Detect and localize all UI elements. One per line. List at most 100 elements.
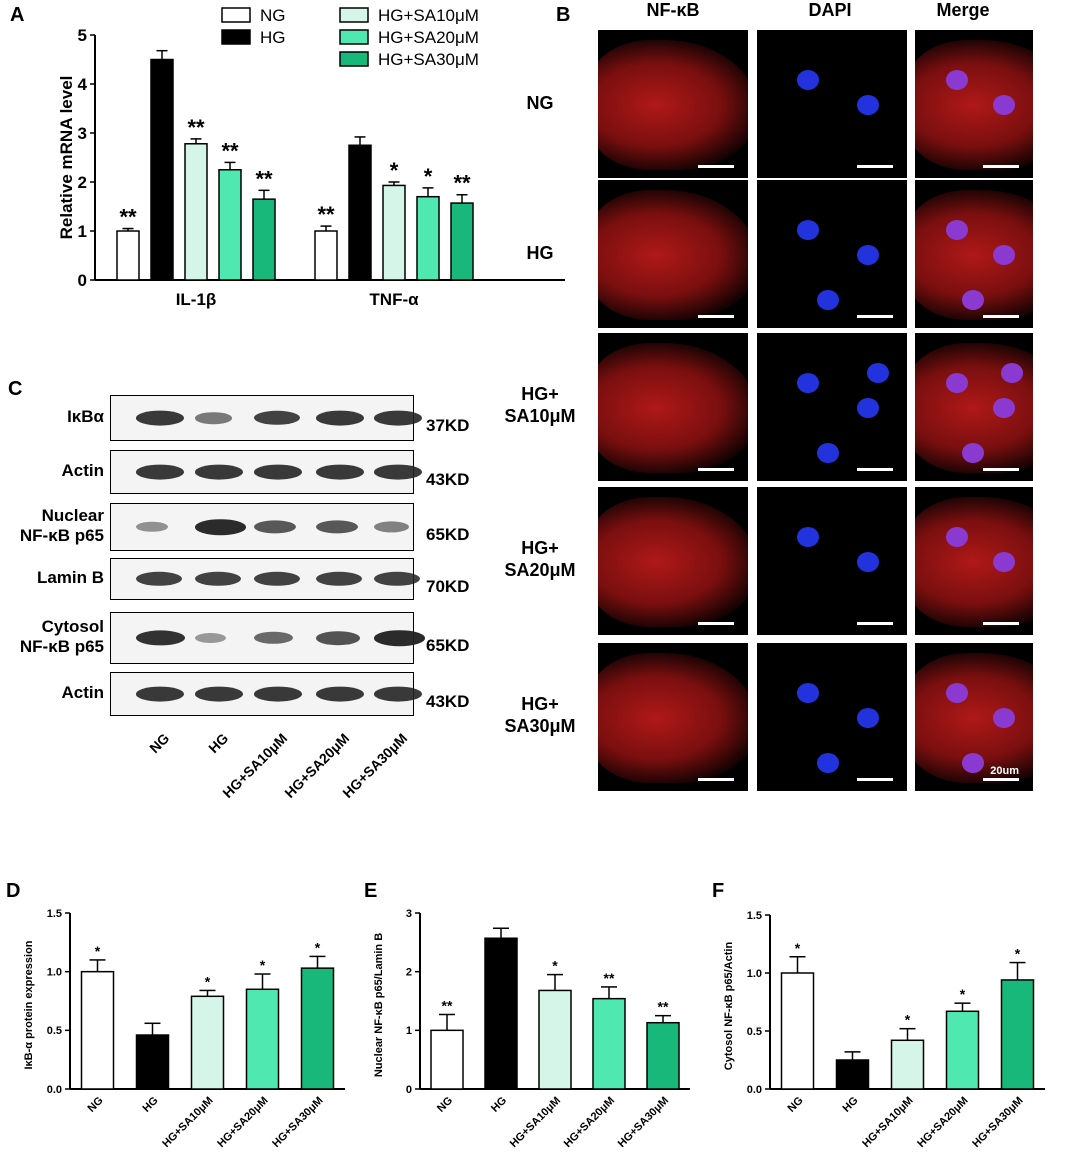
panel-letter-f: F: [712, 880, 725, 902]
bar-A-1-4: [450, 202, 474, 281]
blot-band: [316, 410, 364, 426]
micrograph-tile-2-0: [598, 333, 748, 481]
nucleus: [946, 683, 969, 703]
legend-swatch-A-1: [221, 29, 251, 45]
bar-A-0-0: [116, 230, 140, 281]
legend-swatch-A-4: [339, 51, 369, 67]
legend-label-A-1: HG: [260, 28, 286, 47]
nucleus: [797, 683, 819, 703]
panel-letter-d: D: [6, 880, 21, 902]
nucleus: [797, 373, 819, 393]
blot-band: [195, 412, 232, 424]
bar-D-4: [300, 967, 335, 1090]
micrograph-tile-2-2: [915, 333, 1033, 481]
blot-band: [374, 464, 422, 480]
x-category-label-F: HG+SA20μM: [915, 1095, 970, 1150]
sig-mark-D-4: *: [315, 939, 321, 955]
nucleus: [797, 70, 819, 90]
nucleus: [817, 753, 839, 773]
bar-A-1-0: [314, 230, 338, 281]
blot-row-label-4: Cytosol NF-κB p65: [19, 617, 104, 656]
blot-band: [195, 633, 226, 643]
x-category-label-E: HG+SA30μM: [616, 1095, 671, 1150]
blot-row-label-5: Actin: [61, 683, 105, 702]
y-tick-label-A: 0: [78, 271, 87, 290]
blot-row-label-3: Lamin B: [36, 568, 104, 587]
micro-row-label-2: HG+ SA10μM: [504, 384, 576, 426]
blot-strip-0: [110, 395, 422, 441]
blot-kd-label-1: 43KD: [426, 470, 470, 489]
x-category-label-F: HG+SA30μM: [970, 1095, 1025, 1150]
blot-band: [254, 464, 302, 480]
sig-mark-E-0: **: [442, 997, 453, 1013]
x-category-label-A: IL-1β: [176, 290, 217, 309]
nucleus: [817, 443, 839, 463]
y-axis-label-A: Relative mRNA level: [57, 76, 76, 240]
y-tick-label-D: 1.5: [47, 908, 62, 920]
sig-mark-E-4: **: [658, 999, 669, 1015]
blot-strip-5: [110, 672, 422, 716]
blot-kd-label-4: 65KD: [426, 636, 470, 655]
sig-mark-A-0-2: **: [187, 115, 205, 140]
cytoplasm-stain: [598, 190, 748, 320]
nucleus: [961, 443, 984, 463]
cytoplasm-stain: [598, 653, 748, 783]
cytoplasm-stain: [915, 40, 1033, 170]
bar-F-2: [890, 1039, 925, 1090]
blot-band: [195, 571, 242, 587]
scale-bar: [983, 468, 1019, 471]
bar-A-0-1: [150, 58, 174, 281]
bar-A-1-2: [382, 184, 406, 281]
y-tick-label-D: 0.5: [47, 1025, 62, 1037]
blot-band: [136, 630, 186, 646]
x-category-label-D: HG: [140, 1095, 160, 1115]
nucleus: [857, 552, 879, 572]
blot-band: [316, 464, 364, 480]
blot-band: [316, 520, 359, 534]
panel-letter-c: C: [8, 378, 23, 400]
micrograph-tile-1-0: [598, 180, 748, 328]
blot-band: [136, 521, 169, 533]
blot-band: [374, 686, 422, 702]
panel-letter-a: A: [10, 4, 25, 26]
x-category-label-E: HG+SA20μM: [562, 1095, 617, 1150]
nucleus: [993, 708, 1015, 728]
x-category-label-E: NG: [435, 1095, 455, 1115]
blot-strip-3: [110, 558, 421, 600]
bar-E-1: [484, 937, 518, 1090]
bar-D-0: [80, 970, 115, 1090]
blot-band: [374, 630, 425, 646]
micro-col-nfkb: NF-κB: [646, 0, 700, 20]
micro-row-label-3: HG+ SA20μM: [504, 538, 576, 580]
blot-band: [195, 464, 243, 480]
blot-kd-label-2: 65KD: [426, 525, 470, 544]
y-tick-label-F: 1.5: [747, 910, 762, 922]
x-category-label-D: HG+SA10μM: [160, 1095, 215, 1150]
nucleus: [857, 245, 879, 265]
x-category-label-F: HG: [840, 1095, 860, 1115]
y-axis-label-F: Cytosol NF-κB p65/Actin: [723, 942, 735, 1071]
bar-A-0-3: [218, 169, 242, 281]
nucleus: [857, 708, 879, 728]
scale-bar: [698, 778, 734, 781]
micro-row-label-1: HG: [526, 243, 554, 263]
sig-mark-D-2: *: [205, 973, 211, 989]
legend-swatch-A-3: [339, 29, 369, 45]
blot-band: [254, 686, 302, 702]
blot-row-label-0: IκBα: [67, 407, 104, 426]
nucleus: [993, 552, 1015, 572]
sig-mark-A-1-4: **: [453, 171, 471, 196]
blot-kd-label-0: 37KD: [426, 416, 470, 435]
y-tick-label-A: 2: [78, 173, 87, 192]
sig-mark-D-3: *: [260, 957, 266, 973]
scale-bar: [698, 468, 734, 471]
sig-mark-A-0-3: **: [221, 138, 239, 163]
nucleus: [797, 527, 819, 547]
x-category-label-D: HG+SA20μM: [215, 1095, 270, 1150]
blot-band: [136, 571, 183, 587]
nucleus: [946, 220, 969, 240]
nucleus: [961, 290, 984, 310]
panel-letter-b: B: [556, 4, 571, 26]
y-tick-label-D: 1.0: [47, 967, 62, 979]
